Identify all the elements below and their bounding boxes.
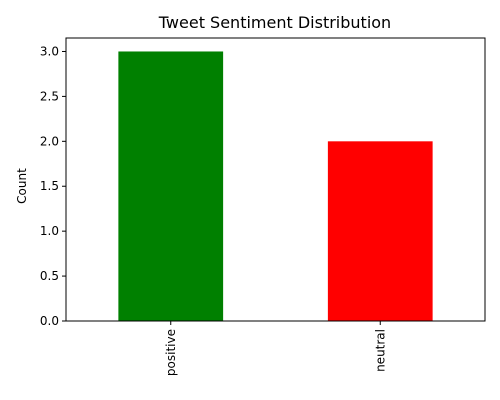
x-tick-label-positive: positive xyxy=(164,329,178,376)
bar-positive xyxy=(118,51,224,321)
y-axis: 0.0 0.5 1.0 1.5 2.0 2.5 3.0 xyxy=(40,44,66,328)
chart-title: Tweet Sentiment Distribution xyxy=(158,13,391,32)
y-tick-label: 2.5 xyxy=(40,89,59,103)
y-tick-label: 0.0 xyxy=(40,314,59,328)
bar-neutral xyxy=(327,141,433,321)
bars-group xyxy=(118,51,433,321)
plot-frame xyxy=(65,37,486,322)
y-axis-label: Count xyxy=(15,168,29,204)
x-tick-label-neutral: neutral xyxy=(373,329,387,372)
x-axis: positive neutral xyxy=(164,321,387,376)
y-tick-label: 1.5 xyxy=(40,179,59,193)
y-tick-label: 0.5 xyxy=(40,269,59,283)
y-tick-label: 3.0 xyxy=(40,44,59,58)
y-tick-label: 1.0 xyxy=(40,224,59,238)
y-tick-label: 2.0 xyxy=(40,134,59,148)
